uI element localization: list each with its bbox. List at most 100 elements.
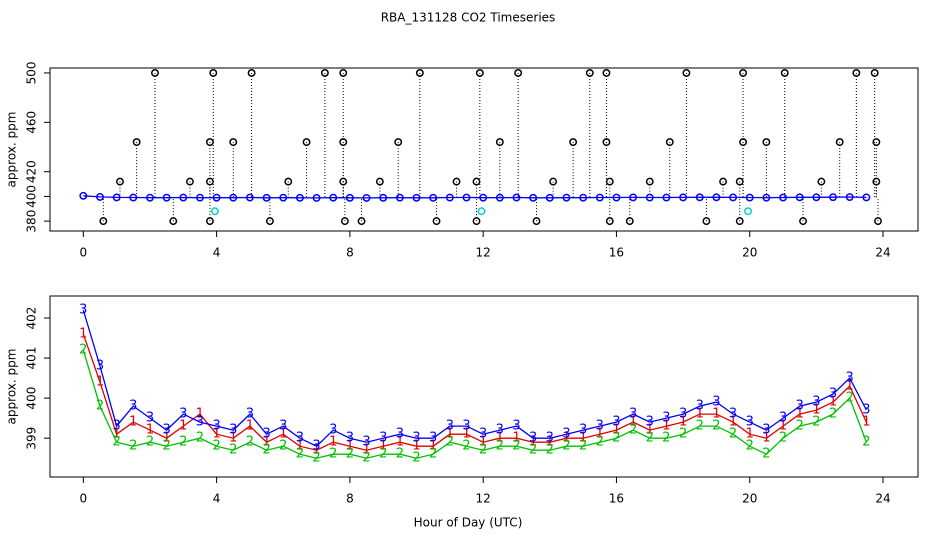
point-label: 2 <box>412 451 420 466</box>
point <box>229 193 238 202</box>
x-tick-label: 12 <box>476 246 491 260</box>
point-label: 3 <box>446 419 454 434</box>
point-label: 1 <box>512 431 520 446</box>
y-tick-label: 500 <box>25 61 39 84</box>
point <box>532 217 541 226</box>
point <box>415 68 424 77</box>
x-tick-label: 16 <box>609 492 624 506</box>
point <box>247 68 256 77</box>
point-label: 3 <box>729 407 737 422</box>
point-label: 1 <box>546 435 554 450</box>
point <box>279 193 288 202</box>
point <box>462 193 471 202</box>
point-label: 2 <box>529 443 537 458</box>
point-label: 2 <box>262 443 270 458</box>
point <box>735 217 744 226</box>
point <box>362 193 371 202</box>
chart-title: RBA_131128 CO2 Timeseries <box>381 11 556 25</box>
point-label: 2 <box>296 447 304 462</box>
point-label: 1 <box>146 423 154 438</box>
point-label: 3 <box>246 407 254 422</box>
point-label: 2 <box>179 435 187 450</box>
point <box>745 193 754 202</box>
point-label: 1 <box>212 427 220 442</box>
point-label: 3 <box>212 419 220 434</box>
point-label: 1 <box>429 439 437 454</box>
y-tick-label: 399 <box>25 427 39 450</box>
x-tick-label: 0 <box>80 246 88 260</box>
point-label: 2 <box>596 435 604 450</box>
y-axis-label: approx. ppm <box>5 112 19 188</box>
point-label: 3 <box>113 419 121 434</box>
y-tick-label: 402 <box>25 307 39 330</box>
point-label: 2 <box>562 439 570 454</box>
point-label: 2 <box>779 431 787 446</box>
point-label: 1 <box>562 431 570 446</box>
point-label: 3 <box>746 415 754 430</box>
point <box>479 193 488 202</box>
point-label: 2 <box>229 443 237 458</box>
point-label: 3 <box>662 411 670 426</box>
x-tick-label: 8 <box>346 492 354 506</box>
point <box>245 193 254 202</box>
point-label: 3 <box>312 439 320 454</box>
point <box>870 68 879 77</box>
point <box>339 177 348 186</box>
point <box>472 217 481 226</box>
point-label: 3 <box>429 431 437 446</box>
point <box>739 138 748 147</box>
point <box>682 68 691 77</box>
point <box>562 193 571 202</box>
point <box>605 177 614 186</box>
x-tick-label: 8 <box>346 246 354 260</box>
point-label: 2 <box>312 451 320 466</box>
point-label: 3 <box>329 423 337 438</box>
point-label: 3 <box>546 431 554 446</box>
point-label: 2 <box>612 431 620 446</box>
point <box>762 193 771 202</box>
point-label: 3 <box>396 427 404 442</box>
point <box>812 193 821 202</box>
y-tick-label: 420 <box>25 160 39 183</box>
point-label: 3 <box>496 423 504 438</box>
point-label: 2 <box>712 419 720 434</box>
series-line <box>82 309 867 447</box>
point <box>862 193 871 202</box>
y-tick-label: 380 <box>25 210 39 233</box>
point <box>445 193 454 202</box>
point <box>379 193 388 202</box>
point-label: 2 <box>396 447 404 462</box>
point-label: 1 <box>279 427 287 442</box>
point <box>169 217 178 226</box>
point <box>729 193 738 202</box>
point <box>375 177 384 186</box>
point <box>719 177 728 186</box>
point <box>744 207 753 216</box>
point-label: 1 <box>529 435 537 450</box>
point <box>679 193 688 202</box>
y-tick-label: 460 <box>25 111 39 134</box>
point-label: 1 <box>679 415 687 430</box>
point-label: 2 <box>212 439 220 454</box>
point-label: 3 <box>712 395 720 410</box>
point <box>209 68 218 77</box>
point-label: 1 <box>362 443 370 458</box>
point-label: 1 <box>696 407 704 422</box>
point-label: 1 <box>379 439 387 454</box>
x-tick-label: 24 <box>875 492 890 506</box>
point <box>779 193 788 202</box>
point <box>412 193 421 202</box>
point-label: 2 <box>362 451 370 466</box>
x-tick-label: 0 <box>80 492 88 506</box>
point <box>452 177 461 186</box>
point-label: 2 <box>429 447 437 462</box>
point-label: 2 <box>696 419 704 434</box>
point <box>212 193 221 202</box>
x-tick-label: 24 <box>875 246 890 260</box>
point-label: 1 <box>796 407 804 422</box>
series-line <box>83 195 867 199</box>
point-label: 1 <box>579 431 587 446</box>
point-label: 3 <box>579 423 587 438</box>
point-label: 3 <box>196 415 204 430</box>
point-label: 3 <box>412 431 420 446</box>
